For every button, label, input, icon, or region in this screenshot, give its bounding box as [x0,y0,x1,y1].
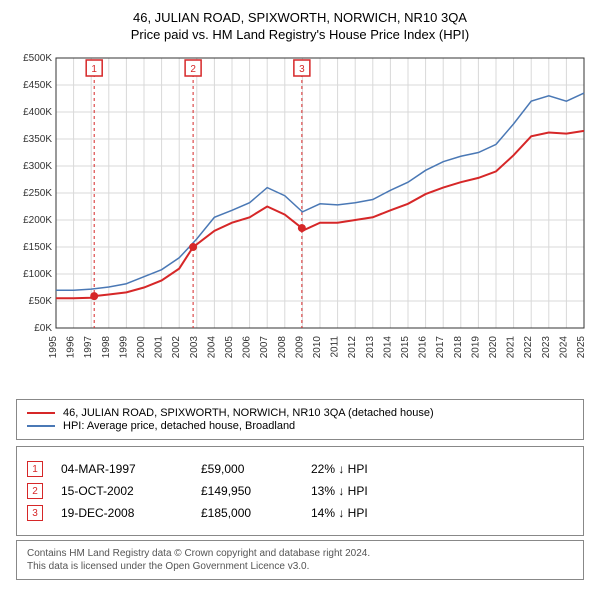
attribution-line: This data is licensed under the Open Gov… [27,560,573,573]
svg-text:1: 1 [91,64,97,75]
event-price: £185,000 [201,506,311,520]
event-diff: 13% ↓ HPI [311,484,368,498]
svg-text:1995: 1995 [48,336,59,359]
svg-text:2022: 2022 [523,336,534,359]
svg-text:£450K: £450K [23,80,52,91]
svg-text:2017: 2017 [435,336,446,359]
event-price: £149,950 [201,484,311,498]
event-date: 04-MAR-1997 [61,462,201,476]
legend-swatch [27,425,55,427]
svg-text:£150K: £150K [23,242,52,253]
svg-text:2002: 2002 [171,336,182,359]
legend-label: 46, JULIAN ROAD, SPIXWORTH, NORWICH, NR1… [63,407,434,419]
legend-item: 46, JULIAN ROAD, SPIXWORTH, NORWICH, NR1… [27,407,573,419]
legend-item: HPI: Average price, detached house, Broa… [27,420,573,432]
event-price: £59,000 [201,462,311,476]
svg-text:£400K: £400K [23,107,52,118]
events-table: 1 04-MAR-1997 £59,000 22% ↓ HPI 2 15-OCT… [16,446,584,536]
event-diff: 14% ↓ HPI [311,506,368,520]
svg-text:2012: 2012 [347,336,358,359]
svg-text:£500K: £500K [23,53,52,64]
event-row: 3 19-DEC-2008 £185,000 14% ↓ HPI [27,505,573,521]
event-marker-box: 2 [27,483,43,499]
event-date: 19-DEC-2008 [61,506,201,520]
svg-text:2007: 2007 [259,336,270,359]
svg-text:2019: 2019 [470,336,481,359]
price-chart: £0K £50K £100K £150K £200K £250K £300K £350K £40… [8,48,592,388]
svg-text:2016: 2016 [418,336,429,359]
svg-text:£300K: £300K [23,161,52,172]
svg-text:2013: 2013 [365,336,376,359]
legend: 46, JULIAN ROAD, SPIXWORTH, NORWICH, NR1… [16,399,584,440]
event-row: 2 15-OCT-2002 £149,950 13% ↓ HPI [27,483,573,499]
svg-text:£100K: £100K [23,269,52,280]
event-marker-box: 1 [27,461,43,477]
svg-text:2000: 2000 [136,336,147,359]
svg-text:2014: 2014 [382,336,393,359]
svg-text:2006: 2006 [242,336,253,359]
attribution: Contains HM Land Registry data © Crown c… [16,540,584,580]
attribution-line: Contains HM Land Registry data © Crown c… [27,547,573,560]
svg-text:2008: 2008 [277,336,288,359]
svg-text:2023: 2023 [541,336,552,359]
svg-text:1996: 1996 [66,336,77,359]
svg-text:£0K: £0K [34,323,52,334]
legend-label: HPI: Average price, detached house, Broa… [63,420,295,432]
svg-text:2024: 2024 [558,336,569,359]
svg-text:2001: 2001 [154,336,165,359]
svg-text:£250K: £250K [23,188,52,199]
svg-text:£50K: £50K [29,296,53,307]
event-row: 1 04-MAR-1997 £59,000 22% ↓ HPI [27,461,573,477]
legend-swatch [27,412,55,414]
svg-text:2021: 2021 [506,336,517,359]
title-address: 46, JULIAN ROAD, SPIXWORTH, NORWICH, NR1… [8,10,592,25]
event-date: 15-OCT-2002 [61,484,201,498]
svg-text:2004: 2004 [206,336,217,359]
svg-text:2009: 2009 [294,336,305,359]
svg-text:2005: 2005 [224,336,235,359]
svg-text:£350K: £350K [23,134,52,145]
svg-text:2018: 2018 [453,336,464,359]
svg-text:2015: 2015 [400,336,411,359]
svg-text:1997: 1997 [83,336,94,359]
event-marker-box: 3 [27,505,43,521]
svg-text:2003: 2003 [189,336,200,359]
svg-text:3: 3 [299,64,305,75]
title-subtitle: Price paid vs. HM Land Registry's House … [8,27,592,42]
svg-text:2: 2 [190,64,196,75]
title-block: 46, JULIAN ROAD, SPIXWORTH, NORWICH, NR1… [8,10,592,42]
svg-text:£200K: £200K [23,215,52,226]
svg-text:1999: 1999 [118,336,129,359]
event-diff: 22% ↓ HPI [311,462,368,476]
svg-text:2025: 2025 [576,336,587,359]
svg-text:2010: 2010 [312,336,323,359]
svg-text:2011: 2011 [330,336,341,358]
svg-text:2020: 2020 [488,336,499,359]
svg-text:1998: 1998 [101,336,112,359]
chart-container: £0K £50K £100K £150K £200K £250K £300K £350K £40… [8,48,592,393]
